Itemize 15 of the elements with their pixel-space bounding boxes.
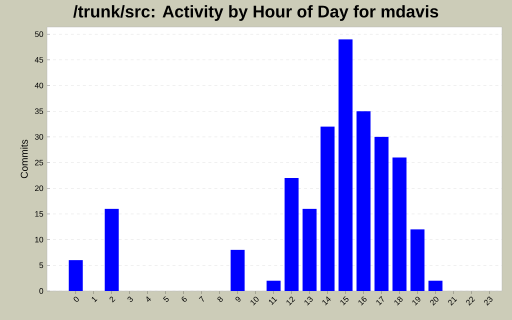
bar	[230, 250, 245, 291]
bar	[266, 280, 281, 291]
bar	[374, 136, 389, 291]
bar	[410, 229, 424, 291]
y-axis-title: Commits	[20, 140, 28, 178]
bar	[320, 126, 335, 291]
bar	[284, 178, 299, 291]
bar	[104, 208, 119, 291]
bar	[338, 39, 353, 291]
bar	[68, 260, 83, 291]
bar	[428, 280, 442, 291]
chart-title: /trunk/src: Activity by Hour of Day for mdavis	[73, 5, 438, 21]
bar	[392, 157, 406, 291]
bar	[356, 111, 371, 291]
bar	[302, 208, 317, 291]
